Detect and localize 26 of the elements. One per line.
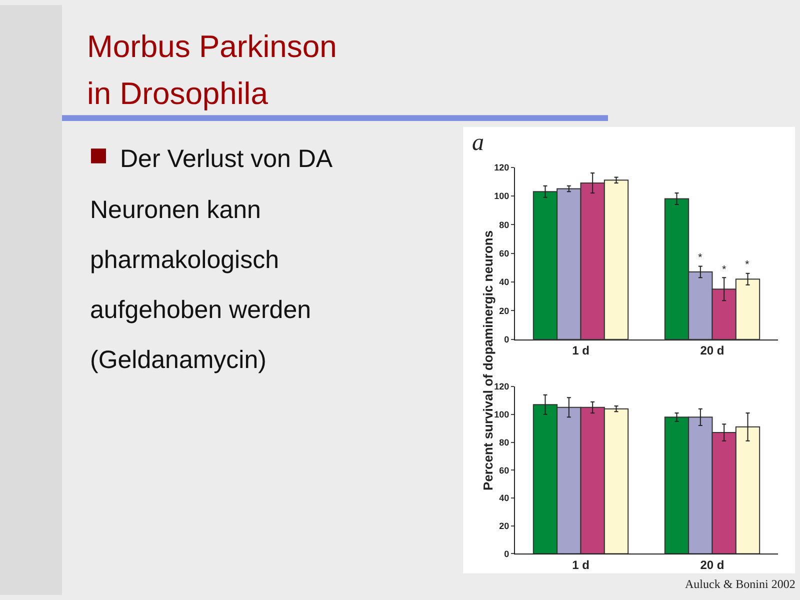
x-tick-label: 20 d [700, 558, 724, 572]
text: Auluck & Bonini 2002 [685, 577, 796, 591]
x-tick-label: 1 d [572, 344, 590, 358]
data-label: * [745, 259, 750, 271]
y-tick-label: 80 [499, 437, 510, 448]
y-tick-label: 100 [494, 410, 510, 420]
y-tick-label: 120 [494, 162, 510, 172]
data-label: * [722, 264, 727, 276]
y-tick-label: 20 [499, 306, 510, 316]
y-tick-label: 40 [499, 277, 510, 288]
y-tick-label: 60 [499, 248, 510, 258]
y-tick-label: 20 [499, 520, 510, 531]
y-tick-label: 100 [494, 191, 510, 202]
y-tick-label: 0 [504, 548, 510, 559]
y-tick-label: 80 [499, 220, 510, 230]
x-tick-label: 20 d [700, 344, 724, 358]
x-tick-label: 1 d [572, 558, 590, 572]
text: a [472, 130, 484, 156]
text: Morbus Parkinson in Drosophila [87, 29, 337, 111]
data-label: * [698, 252, 703, 264]
y-axis-title: Percent survival of dopaminergic neurons [480, 230, 496, 490]
y-tick-label: 60 [499, 465, 510, 476]
y-tick-label: 120 [494, 382, 510, 392]
y-tick-label: 0 [504, 334, 510, 344]
y-tick-label: 40 [499, 493, 510, 504]
text: Der Verlust von DA Neuronen kann pharmakologisch aufgehoben werden (Geldanamycin) [90, 145, 333, 374]
